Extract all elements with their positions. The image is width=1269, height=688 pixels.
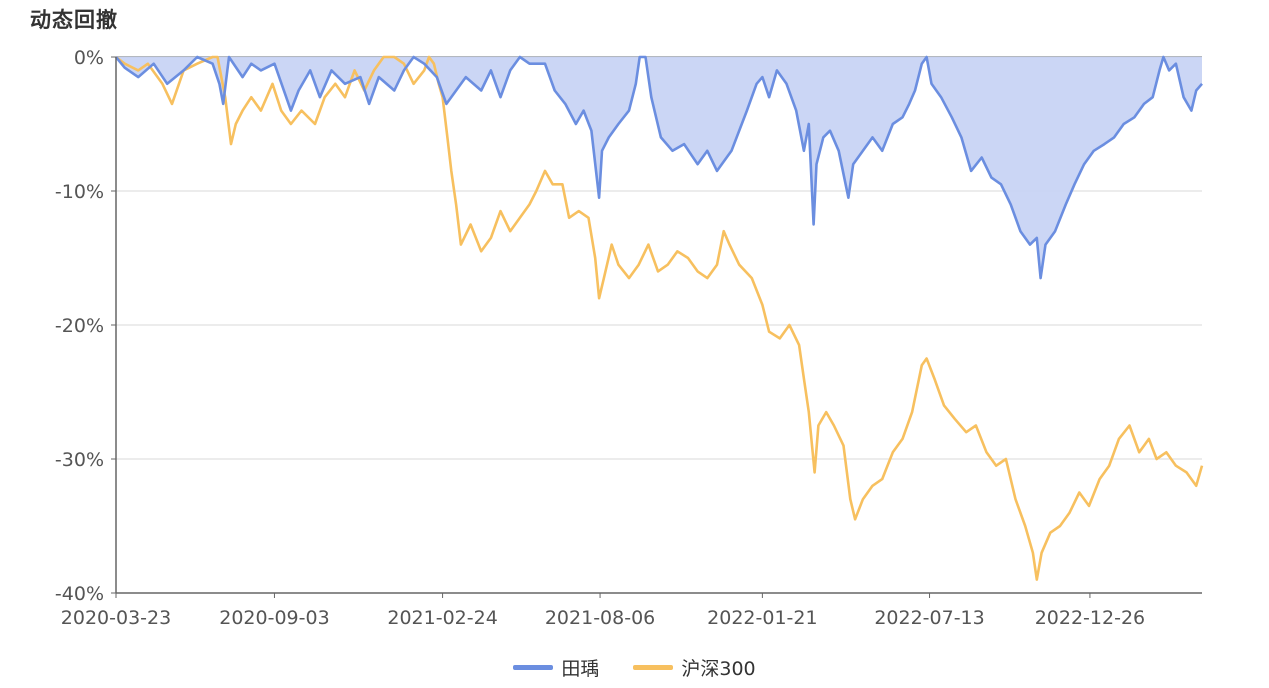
legend-swatch-hs300	[633, 665, 674, 670]
x-tick-label: 2022-12-26	[1035, 607, 1145, 629]
x-tick-label: 2021-02-24	[387, 607, 497, 629]
legend-item-hs300[interactable]: 沪深300	[633, 654, 756, 681]
x-tick-label: 2020-09-03	[219, 607, 329, 629]
series-area-0	[116, 57, 1202, 279]
drawdown-chart: 0% -10% -20% -30% -40%2020-03-23 2020-09-03 20…	[55, 47, 1204, 629]
x-tick-label: 2022-01-21	[707, 607, 817, 629]
y-tick-label: -40%	[55, 583, 104, 605]
y-tick-label: -10%	[55, 181, 104, 203]
axis-layer: 0% -10% -20% -30% -40%2020-03-23 2020-09-03 20…	[55, 47, 1202, 629]
legend-swatch-tianyu	[513, 665, 554, 670]
y-tick-label: -30%	[55, 449, 104, 471]
y-tick-label: -20%	[55, 315, 104, 337]
x-tick-label: 2021-08-06	[545, 607, 655, 629]
series-line-0	[114, 55, 1203, 280]
legend: 田瑀 沪深300	[0, 654, 1269, 681]
legend-item-tianyu[interactable]: 田瑀	[513, 654, 599, 681]
chart-title: 动态回撤	[30, 8, 118, 32]
y-tick-label: 0%	[74, 47, 104, 69]
x-tick-label: 2020-03-23	[61, 607, 171, 629]
series-line-1	[115, 55, 1204, 581]
x-tick-label: 2022-07-13	[874, 607, 984, 629]
series-layer	[114, 55, 1204, 581]
legend-label-hs300: 沪深300	[681, 658, 756, 680]
legend-label-tianyu: 田瑀	[561, 658, 600, 680]
